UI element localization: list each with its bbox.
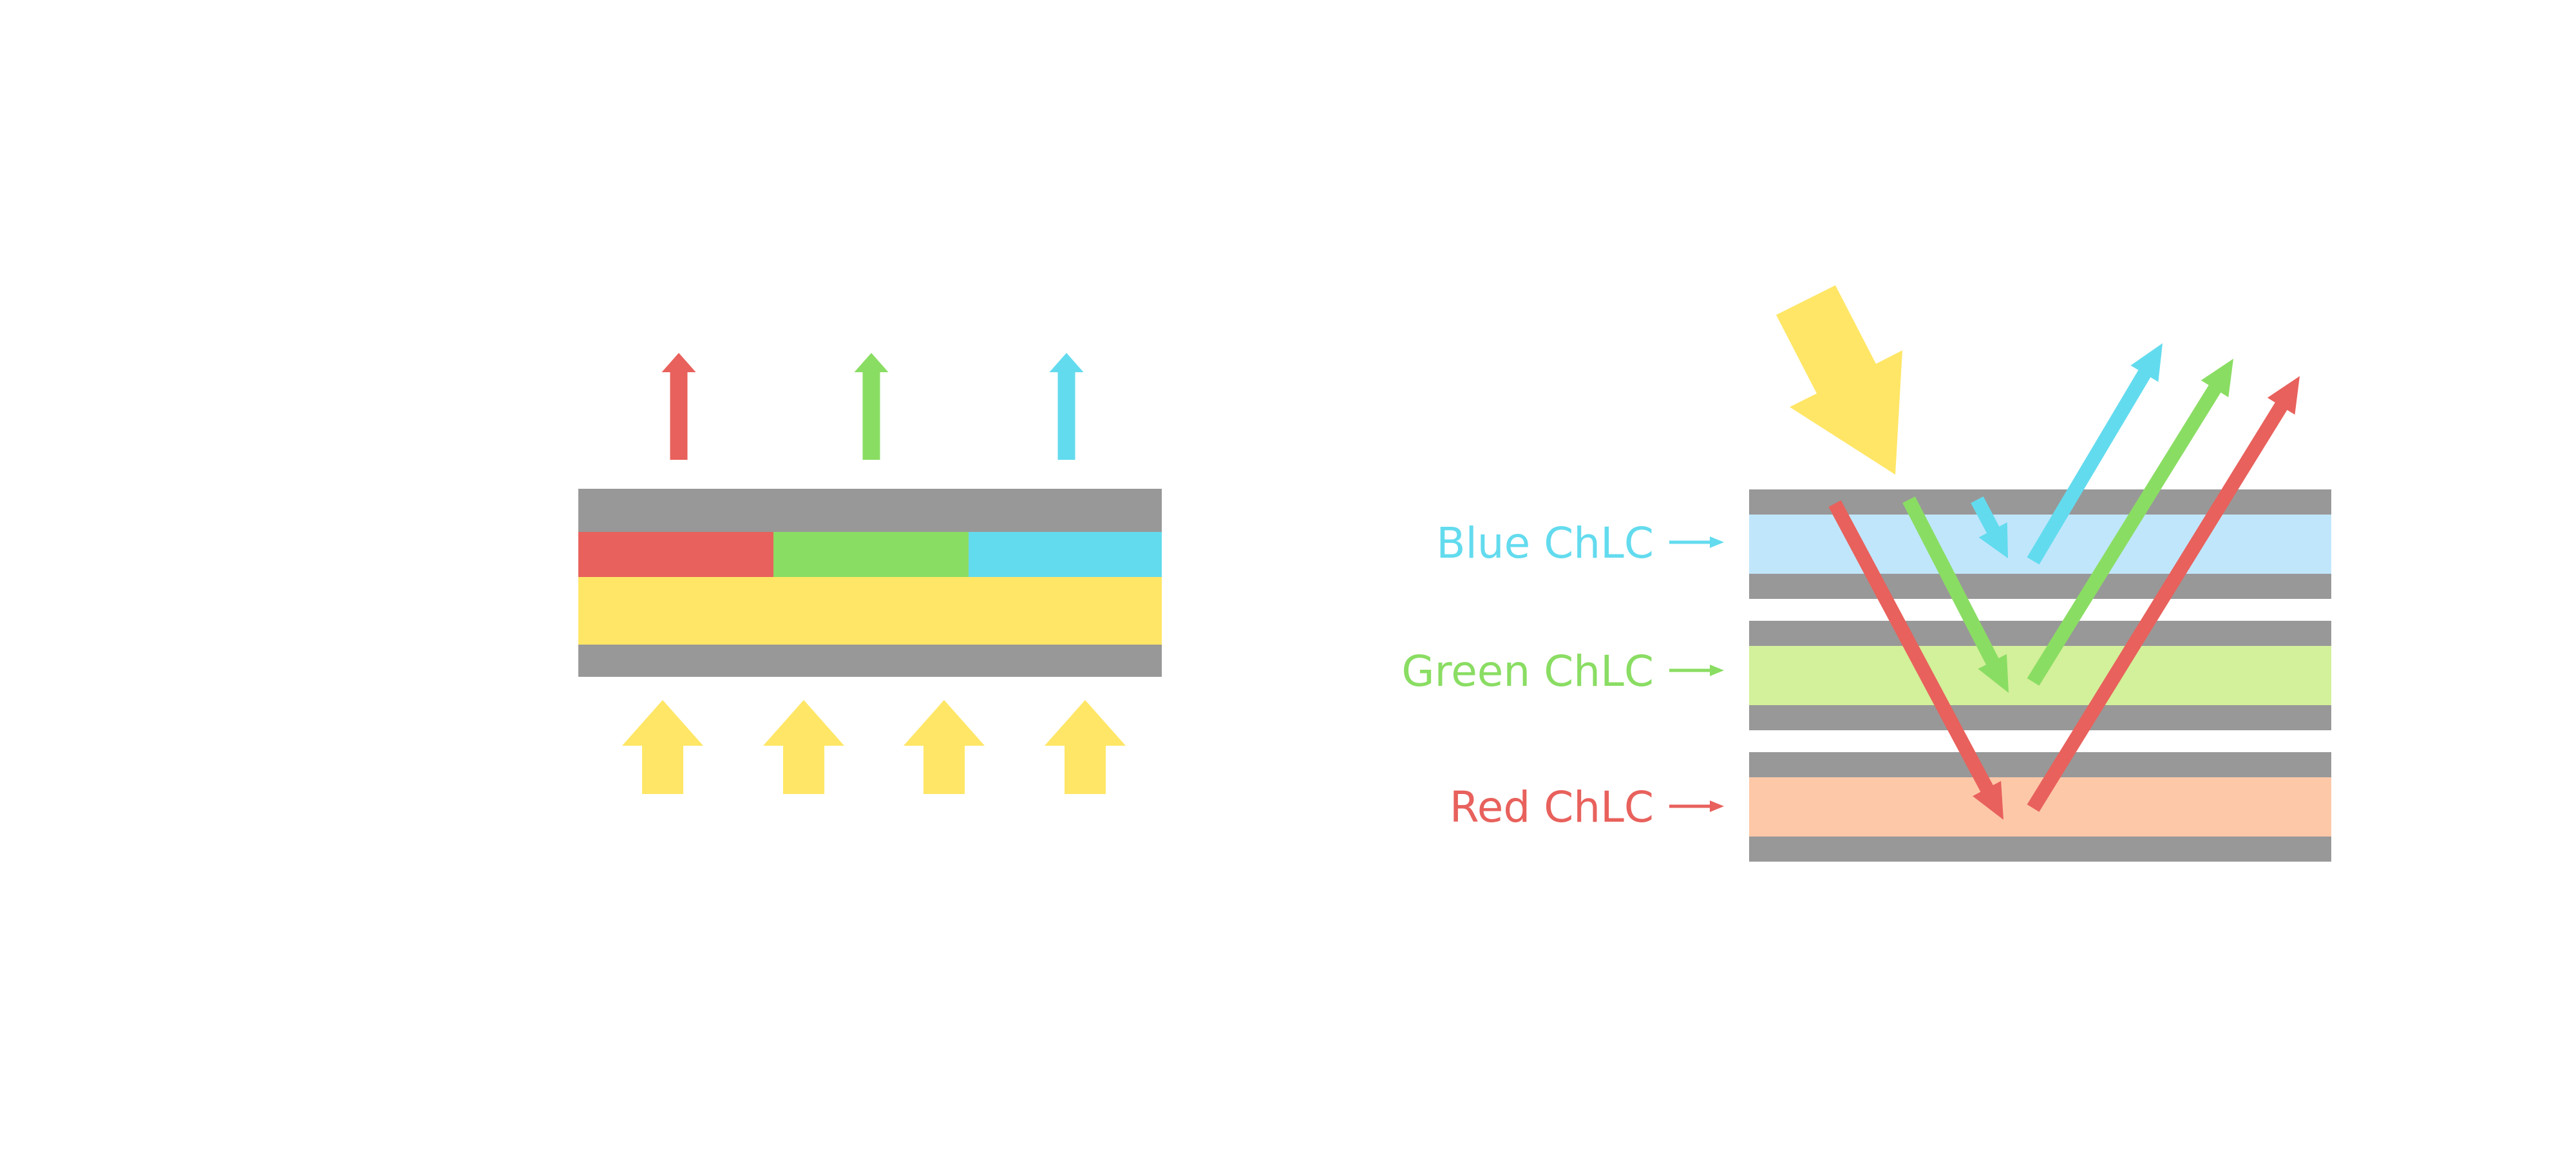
- red-filter: [578, 532, 773, 577]
- left-panel-color-filter-display: [578, 353, 1162, 794]
- incident-light-arrow-icon: [1776, 285, 1902, 475]
- blue-filter: [969, 532, 1162, 577]
- backlight-arrow-icon-4: [1045, 700, 1126, 794]
- label-red-chlc: Red ChLC: [1450, 782, 1654, 832]
- green-chlc-bottom-gray: [1749, 705, 2331, 730]
- red-chlc-top-gray: [1749, 752, 2331, 777]
- red-emitted-arrow-icon: [661, 353, 696, 460]
- red-chlc-pointer-arrow-icon: [1669, 800, 1724, 812]
- yellow-backlight-layer: [578, 577, 1162, 645]
- top-gray-layer: [578, 489, 1162, 532]
- green-chlc-pointer-arrow-icon: [1669, 665, 1724, 676]
- blue-chlc-pointer-arrow-icon: [1669, 536, 1724, 548]
- red-chlc-bottom-gray: [1749, 837, 2331, 862]
- red-reflected-arrow-icon: [2027, 376, 2300, 812]
- blue-chlc-bottom-gray: [1749, 574, 2331, 599]
- green-reflected-arrow-icon: [2027, 359, 2233, 686]
- label-blue-chlc: Blue ChLC: [1436, 518, 1654, 568]
- bottom-gray-layer: [578, 645, 1162, 677]
- red-incoming-arrow-icon: [1828, 500, 2003, 820]
- green-chlc-top-gray: [1749, 621, 2331, 646]
- blue-emitted-arrow-icon: [1049, 353, 1084, 460]
- green-incoming-arrow-icon: [1902, 496, 2009, 693]
- blue-incoming-arrow-icon: [1971, 496, 2008, 558]
- backlight-arrow-icon-1: [622, 700, 703, 794]
- green-emitted-arrow-icon: [854, 353, 889, 460]
- label-green-chlc: Green ChLC: [1401, 647, 1654, 696]
- blue-reflected-arrow-icon: [2027, 343, 2163, 565]
- right-panel-chlc-stack: Blue ChLC Green ChLC Red ChLC: [1401, 285, 2331, 862]
- green-filter: [773, 532, 969, 577]
- backlight-arrow-icon-3: [904, 700, 985, 794]
- backlight-arrow-icon-2: [763, 700, 844, 794]
